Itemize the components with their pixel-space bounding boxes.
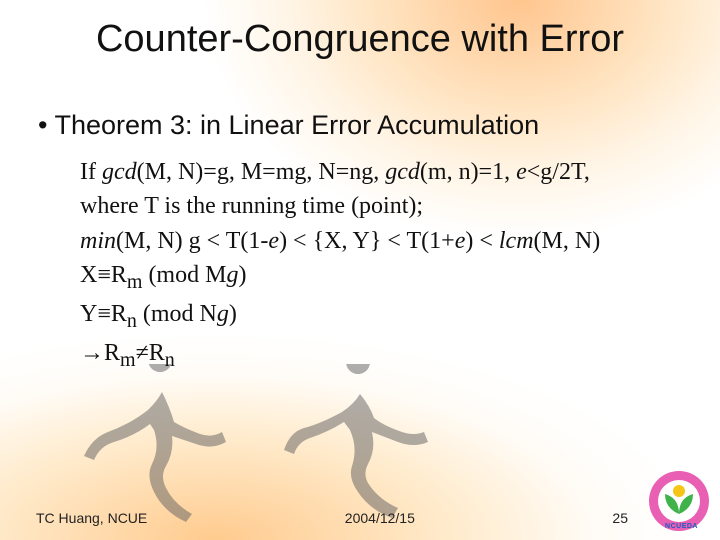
footer-date: 2004/12/15 <box>345 510 415 526</box>
footer-page: 25 <box>612 510 628 526</box>
math-line-4: X≡Rm (mod Mg) <box>80 259 680 296</box>
math-line-1: If gcd(M, N)=g, M=mg, N=ng, gcd(m, n)=1,… <box>80 156 680 188</box>
footer: TC Huang, NCUE 2004/12/15 25 <box>36 510 628 526</box>
slide-title: Counter-Congruence with Error <box>0 18 720 61</box>
math-line-6: →Rm≠Rn <box>80 337 680 374</box>
math-line-2: where T is the running time (point); <box>80 190 680 222</box>
math-line-5: Y≡Rn (mod Ng) <box>80 298 680 335</box>
theorem-bullet: • Theorem 3: in Linear Error Accumulatio… <box>38 110 539 141</box>
runner-silhouette-1 <box>80 364 270 534</box>
math-line-3: min(M, N) g < T(1-e) < {X, Y} < T(1+e) <… <box>80 225 680 257</box>
runner-silhouette-2 <box>280 364 470 534</box>
math-block: If gcd(M, N)=g, M=mg, N=ng, gcd(m, n)=1,… <box>80 156 680 376</box>
logo-label: NCUEDA <box>665 523 698 530</box>
footer-author: TC Huang, NCUE <box>36 510 147 526</box>
